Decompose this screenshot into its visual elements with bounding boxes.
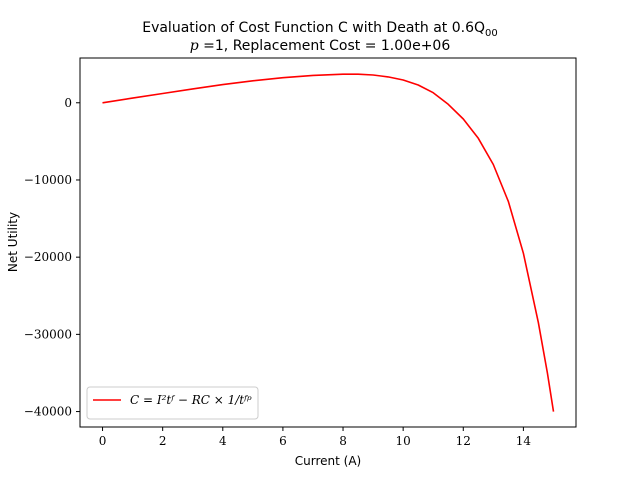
legend-label: C = I²tᶠ − RC × 1/tᶠᵖ xyxy=(130,393,252,407)
legend: C = I²tᶠ − RC × 1/tᶠᵖ xyxy=(86,386,259,420)
chart-title-main: Evaluation of Cost Function C with Death… xyxy=(142,20,485,36)
y-tick-label: 0 xyxy=(64,96,72,110)
chart-title-line1: Evaluation of Cost Function C with Death… xyxy=(142,20,498,39)
series-group xyxy=(102,73,555,412)
x-tick-label: 12 xyxy=(456,434,471,448)
y-tick-label: −10000 xyxy=(24,173,72,187)
x-tick-label: 10 xyxy=(396,434,411,448)
chart-title-rest: =1, Replacement Cost = 1.00e+06 xyxy=(199,38,451,54)
legend-box xyxy=(86,386,259,420)
chart-title-math: p xyxy=(190,38,199,54)
y-tick-label: −40000 xyxy=(24,405,72,419)
x-tick-label: 8 xyxy=(339,434,347,448)
chart-title-subscript: 00 xyxy=(485,28,498,39)
y-axis-label: Net Utility xyxy=(6,212,20,272)
x-tick-label: 14 xyxy=(516,434,532,448)
x-axis-label: Current (A) xyxy=(295,454,361,468)
chart-title-line2: p =1, Replacement Cost = 1.00e+06 xyxy=(190,38,451,54)
y-tick-label: −30000 xyxy=(24,327,72,341)
plot-area xyxy=(79,57,577,428)
x-tick-label: 2 xyxy=(159,434,167,448)
series-line-cost-function xyxy=(102,73,555,412)
x-axis: 0 2 4 6 8 10 12 14 xyxy=(99,427,532,448)
x-tick-label: 4 xyxy=(219,434,227,448)
y-axis: 0 −10000 −20000 −30000 −40000 xyxy=(24,96,80,419)
x-tick-label: 0 xyxy=(99,434,107,448)
y-tick-label: −20000 xyxy=(24,250,72,264)
x-tick-label: 6 xyxy=(279,434,287,448)
